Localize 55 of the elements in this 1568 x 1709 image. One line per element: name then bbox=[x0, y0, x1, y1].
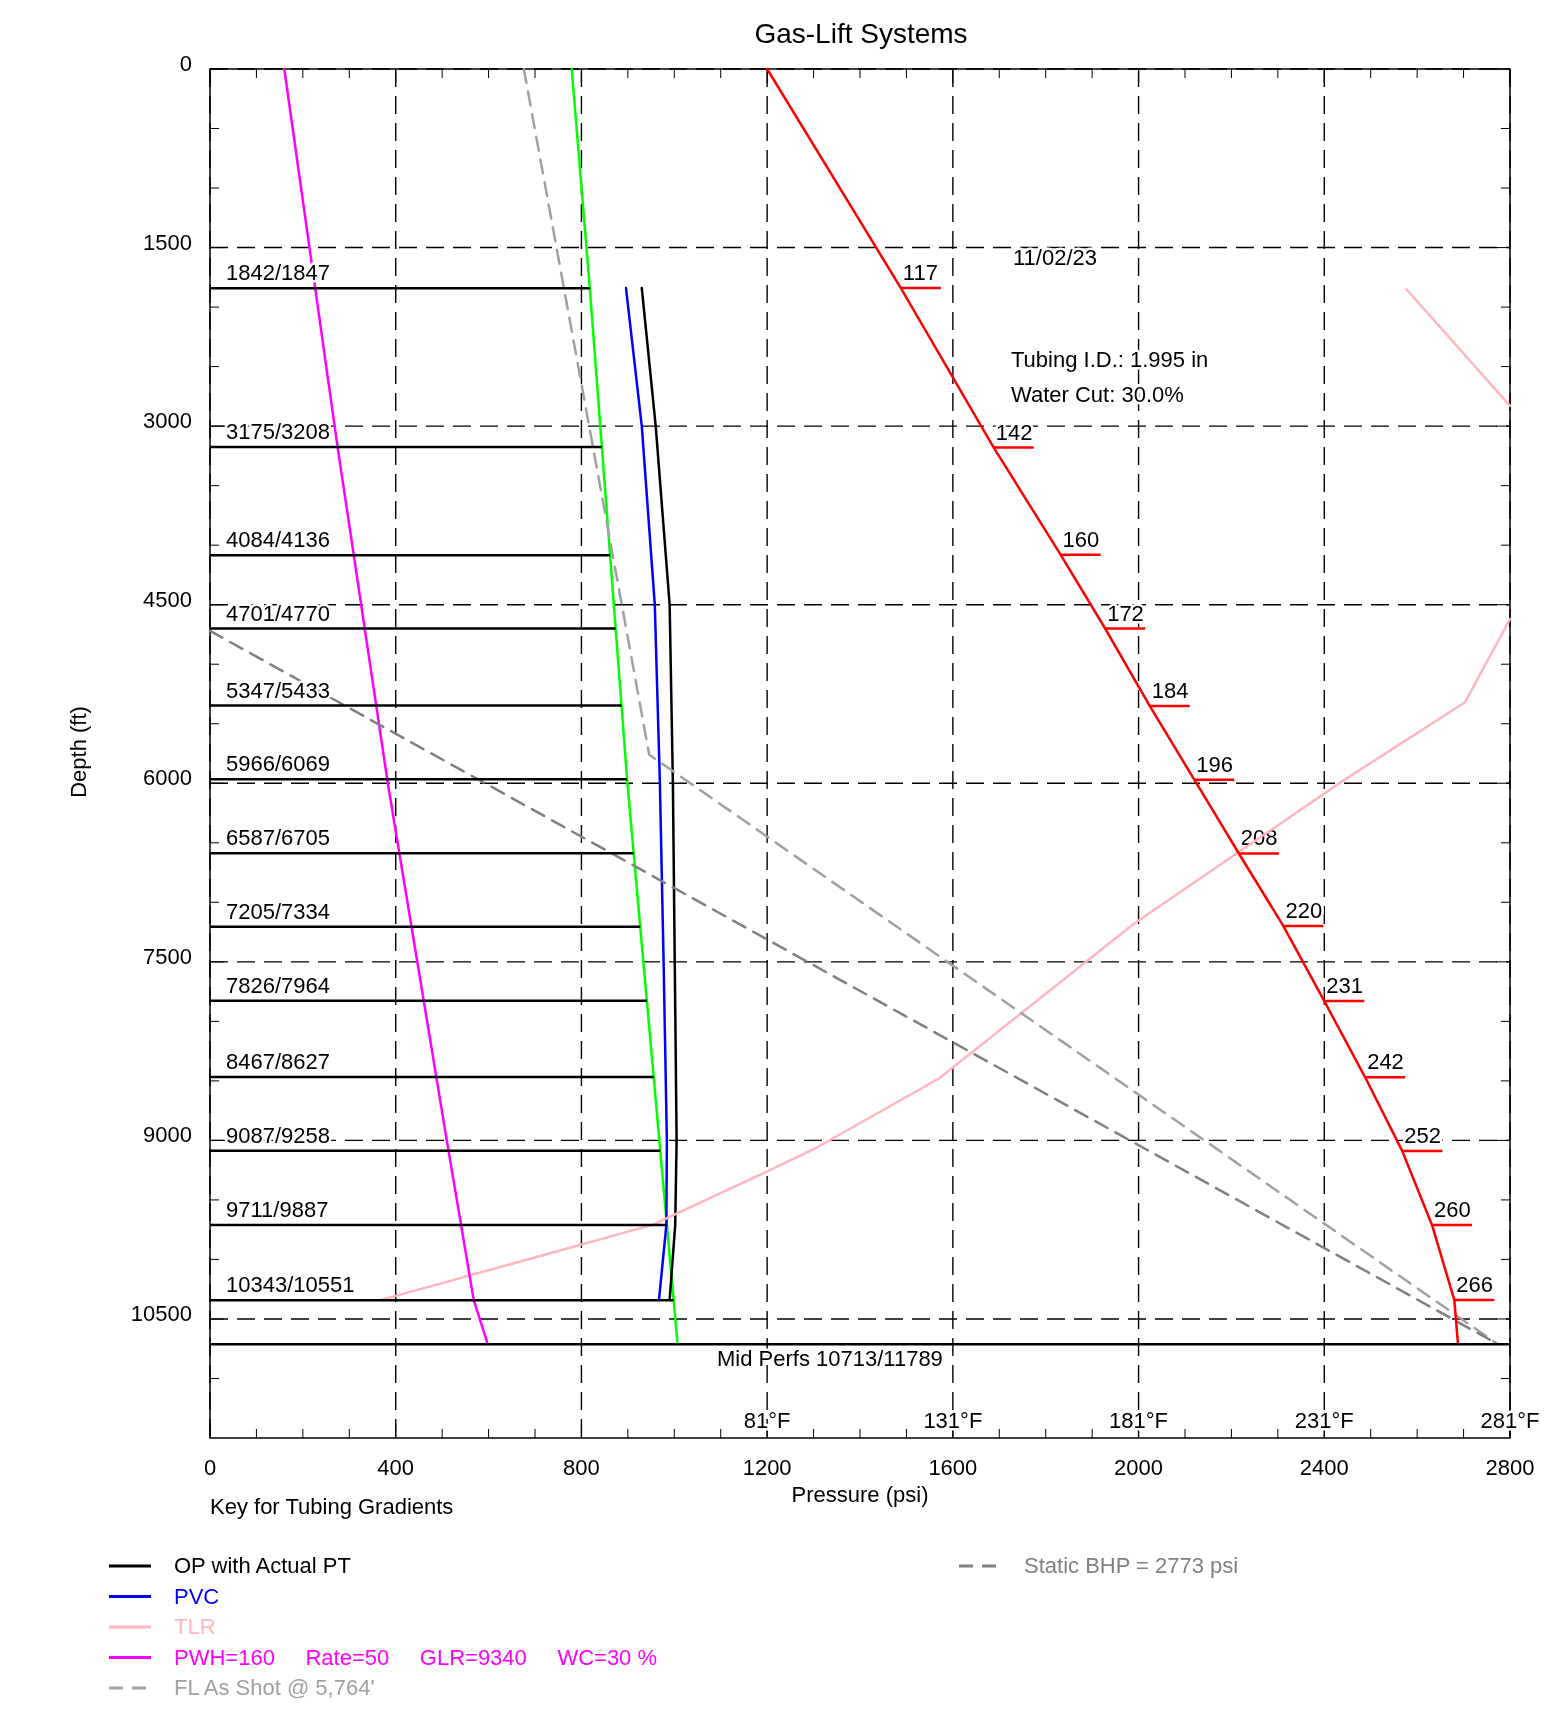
ref-line-label: 4701/4770 bbox=[226, 600, 330, 626]
legend-label: PVC bbox=[174, 1583, 220, 1609]
x-tick-label: 1200 bbox=[742, 1455, 792, 1480]
legend-label: TLR bbox=[174, 1614, 216, 1639]
annotation: 231 bbox=[1326, 973, 1363, 999]
annotation: 266 bbox=[1456, 1271, 1493, 1297]
y-tick-label: 6000 bbox=[143, 765, 192, 791]
annotation: 184 bbox=[1151, 677, 1189, 703]
y-tick-label: 0 bbox=[179, 51, 192, 76]
y-tick-label: 1500 bbox=[143, 229, 192, 255]
x-tick-label: 400 bbox=[377, 1455, 415, 1480]
x2-tick-label: 231°F bbox=[1294, 1408, 1354, 1433]
x2-tick-label: 131°F bbox=[923, 1408, 983, 1433]
chart-title: Gas-Lift Systems bbox=[754, 18, 968, 49]
annotation: Water Cut: 30.0% bbox=[1011, 382, 1184, 407]
legend-label: OP with Actual PT bbox=[174, 1553, 351, 1578]
x-tick-label: 2400 bbox=[1299, 1455, 1349, 1480]
y-tick-label: 10500 bbox=[130, 1300, 192, 1326]
x-tick-label: 2800 bbox=[1485, 1455, 1535, 1480]
ref-line-label: 6587/6705 bbox=[226, 825, 330, 851]
ref-line-label: 3175/3208 bbox=[226, 418, 330, 444]
y-tick-label: 7500 bbox=[143, 943, 192, 969]
y-axis-title: Depth (ft) bbox=[66, 706, 91, 798]
annotation: 220 bbox=[1285, 898, 1323, 924]
ref-line-label: 5966/6069 bbox=[226, 751, 330, 777]
x2-tick-label: 181°F bbox=[1109, 1408, 1169, 1433]
ref-line-label: 9711/9887 bbox=[226, 1197, 329, 1223]
annotation: 242 bbox=[1367, 1049, 1404, 1075]
ref-line-label: 10343/10551 bbox=[226, 1272, 355, 1298]
x-tick-label: 1600 bbox=[928, 1455, 978, 1480]
text: Key for Tubing Gradients bbox=[210, 1494, 454, 1519]
annotation: 160 bbox=[1062, 526, 1100, 552]
annotation: 142 bbox=[995, 419, 1033, 445]
x-tick-label: 2000 bbox=[1114, 1455, 1164, 1480]
annotation: Tubing I.D.: 1.995 in bbox=[1011, 347, 1209, 372]
x-tick-label: 800 bbox=[563, 1455, 600, 1480]
ref-line-label: Mid Perfs 10713/11789 bbox=[717, 1346, 943, 1372]
annotation: 117 bbox=[902, 260, 938, 286]
legend-label: PWH=160 Rate=50 GLR=9340 WC=30 % bbox=[174, 1644, 658, 1670]
ref-line-label: 7205/7334 bbox=[226, 898, 330, 924]
ref-line-label: 8467/8627 bbox=[226, 1048, 330, 1074]
ref-line-label: 5347/5433 bbox=[226, 677, 330, 703]
ref-line-label: 4084/4136 bbox=[226, 527, 330, 553]
x2-tick-label: 81°F bbox=[743, 1408, 791, 1433]
y-tick-label: 3000 bbox=[143, 408, 192, 434]
annotation: 196 bbox=[1196, 751, 1233, 777]
annotation: 260 bbox=[1434, 1196, 1471, 1222]
legend-label: FL As Shot @ 5,764' bbox=[174, 1675, 375, 1700]
x-tick-label: 0 bbox=[203, 1455, 217, 1480]
y-tick-label: 9000 bbox=[143, 1122, 192, 1148]
annotation: 11/02/23 bbox=[1013, 245, 1098, 270]
y-tick-label: 4500 bbox=[143, 586, 192, 612]
legend-label: Static BHP = 2773 psi bbox=[1024, 1553, 1239, 1578]
x-axis-title: Pressure (psi) bbox=[791, 1482, 929, 1507]
ref-line-label: 7826/7964 bbox=[226, 972, 330, 998]
